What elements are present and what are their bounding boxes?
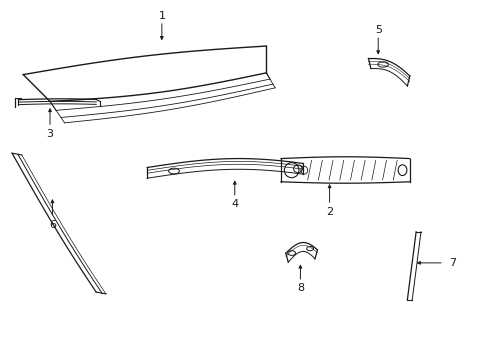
Text: 5: 5 <box>374 25 381 35</box>
Text: 8: 8 <box>296 283 304 293</box>
Text: 4: 4 <box>231 199 238 209</box>
Text: 7: 7 <box>448 258 455 268</box>
Text: 6: 6 <box>49 220 56 230</box>
Text: 3: 3 <box>46 129 53 139</box>
Text: 1: 1 <box>158 12 165 21</box>
Text: 2: 2 <box>325 207 332 217</box>
